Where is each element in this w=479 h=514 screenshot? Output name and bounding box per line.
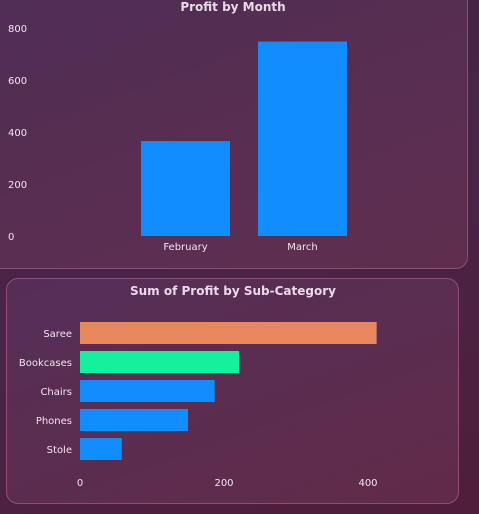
subcategory-y-label: Phones (36, 416, 72, 427)
month-y-tick: 800 (8, 24, 27, 35)
month-y-tick: 0 (8, 232, 14, 243)
profit-by-month-card (0, 0, 468, 269)
subcategory-y-label: Saree (43, 329, 72, 340)
subcategory-y-label: Chairs (40, 387, 72, 398)
month-x-label: March (287, 242, 317, 253)
subcategory-bar-saree[interactable] (80, 322, 377, 344)
subcategory-bar-stole[interactable] (80, 438, 122, 460)
month-x-axis: February March (163, 242, 317, 253)
subcategory-bar-chairs[interactable] (80, 380, 215, 402)
subcategory-x-axis: 0 200 400 (77, 478, 378, 489)
subcategory-bar-phones[interactable] (80, 409, 188, 431)
month-y-tick: 200 (8, 180, 27, 191)
subcategory-x-tick: 200 (214, 478, 233, 489)
month-bars (141, 41, 347, 236)
month-y-axis: 0 200 400 600 800 (8, 24, 27, 243)
month-bar-march[interactable] (258, 41, 347, 236)
month-bar-february[interactable] (141, 141, 230, 236)
subcategory-x-tick: 400 (358, 478, 377, 489)
subcategory-bar-bookcases[interactable] (80, 351, 240, 373)
subcategory-chart-title: Sum of Profit by Sub-Category (130, 284, 336, 298)
subcategory-bars (80, 322, 377, 460)
subcategory-x-tick: 0 (77, 478, 83, 489)
month-chart-title: Profit by Month (180, 0, 285, 14)
month-x-label: February (163, 242, 207, 253)
month-y-tick: 400 (8, 128, 27, 139)
subcategory-y-label: Stole (47, 445, 72, 456)
subcategory-y-label: Bookcases (19, 358, 72, 369)
month-y-tick: 600 (8, 76, 27, 87)
subcategory-y-axis: Saree Bookcases Chairs Phones Stole (19, 329, 72, 456)
